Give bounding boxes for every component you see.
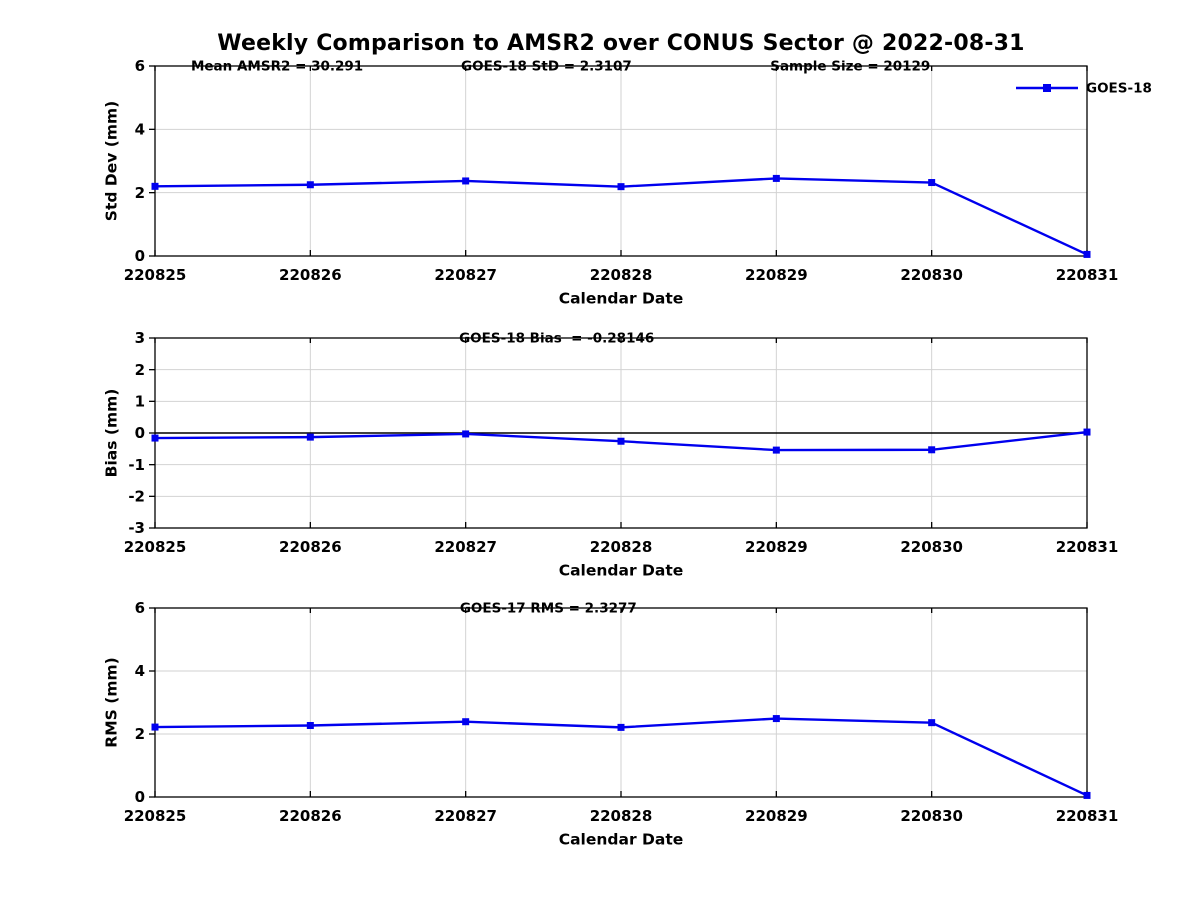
data-point xyxy=(151,434,159,442)
data-point xyxy=(462,177,470,185)
x-tick-label: 220831 xyxy=(1056,807,1119,825)
data-point xyxy=(462,718,470,726)
data-point xyxy=(306,433,314,441)
y-tick-label: 2 xyxy=(135,725,145,743)
data-point xyxy=(617,183,625,191)
data-point xyxy=(1083,428,1091,436)
y-axis-label: RMS (mm) xyxy=(103,657,121,747)
x-tick-label: 220828 xyxy=(590,807,653,825)
data-point xyxy=(306,181,314,189)
data-point xyxy=(928,179,936,187)
x-tick-label: 220825 xyxy=(124,807,187,825)
y-tick-label: -1 xyxy=(128,456,145,474)
annotation: GOES-18 Bias = -0.28146 xyxy=(459,331,654,347)
data-point xyxy=(928,446,936,454)
x-tick-label: 220828 xyxy=(590,266,653,284)
x-tick-label: 220829 xyxy=(745,538,808,556)
x-tick-label: 220830 xyxy=(900,266,963,284)
data-point xyxy=(617,437,625,445)
x-axis-label: Calendar Date xyxy=(559,289,684,307)
x-tick-label: 220831 xyxy=(1056,538,1119,556)
y-tick-label: 2 xyxy=(135,184,145,202)
y-tick-label: 0 xyxy=(135,247,145,265)
figure-title: Weekly Comparison to AMSR2 over CONUS Se… xyxy=(217,31,1025,56)
x-tick-label: 220826 xyxy=(279,266,342,284)
x-tick-label: 220827 xyxy=(434,266,497,284)
data-point xyxy=(1083,791,1091,799)
x-tick-label: 220830 xyxy=(900,538,963,556)
data-point xyxy=(306,721,314,729)
y-axis-label: Bias (mm) xyxy=(103,389,121,478)
annotation: Sample Size = 20129 xyxy=(770,59,930,75)
x-tick-label: 220828 xyxy=(590,538,653,556)
data-point xyxy=(772,174,780,182)
x-tick-label: 220827 xyxy=(434,807,497,825)
data-point xyxy=(1083,250,1091,258)
y-axis-label: Std Dev (mm) xyxy=(103,101,121,221)
data-point xyxy=(772,715,780,723)
y-tick-label: -3 xyxy=(128,519,145,537)
x-tick-label: 220827 xyxy=(434,538,497,556)
data-point xyxy=(772,446,780,454)
subplot-std-dev: 0 2 4 6 220825 220826 220827 220828 220829 220830… xyxy=(103,57,1152,307)
subplot-rms: 0 2 4 6 220825 220826 220827 220828 220829 220830… xyxy=(103,599,1119,848)
y-tick-label: 0 xyxy=(135,424,145,442)
x-tick-label: 220829 xyxy=(745,807,808,825)
y-tick-label: 4 xyxy=(135,662,145,680)
y-tick-label: 4 xyxy=(135,121,145,139)
axes-border xyxy=(154,607,1088,798)
subplot-bias: -3 -2 -1 0 1 2 3 220825 220826 220827 220828 220829… xyxy=(103,329,1119,579)
x-tick-label: 220831 xyxy=(1056,266,1119,284)
data-point xyxy=(928,719,936,727)
x-tick-label: 220826 xyxy=(279,807,342,825)
annotation: GOES-17 RMS = 2.3277 xyxy=(460,601,637,617)
x-tick-label: 220825 xyxy=(124,266,187,284)
annotation: Mean AMSR2 = 30.291 xyxy=(191,59,363,75)
y-tick-label: 6 xyxy=(135,599,145,617)
y-tick-label: 6 xyxy=(135,57,145,75)
y-tick-label: 3 xyxy=(135,329,145,347)
y-tick-label: 2 xyxy=(135,361,145,379)
x-axis-label: Calendar Date xyxy=(559,830,684,848)
y-tick-label: -2 xyxy=(128,488,145,506)
data-point xyxy=(462,430,470,438)
y-tick-label: 1 xyxy=(135,393,145,411)
annotation: GOES-18 StD = 2.3107 xyxy=(461,59,632,75)
x-tick-label: 220829 xyxy=(745,266,808,284)
data-point xyxy=(617,723,625,731)
y-tick-label: 0 xyxy=(135,788,145,806)
x-tick-label: 220830 xyxy=(900,807,963,825)
x-tick-label: 220826 xyxy=(279,538,342,556)
x-axis-label: Calendar Date xyxy=(559,561,684,579)
legend-label: GOES-18 xyxy=(1086,81,1152,97)
legend-marker-icon xyxy=(1043,84,1051,92)
data-point xyxy=(151,723,159,731)
x-tick-label: 220825 xyxy=(124,538,187,556)
axes-border xyxy=(154,65,1088,257)
data-point xyxy=(151,182,159,190)
